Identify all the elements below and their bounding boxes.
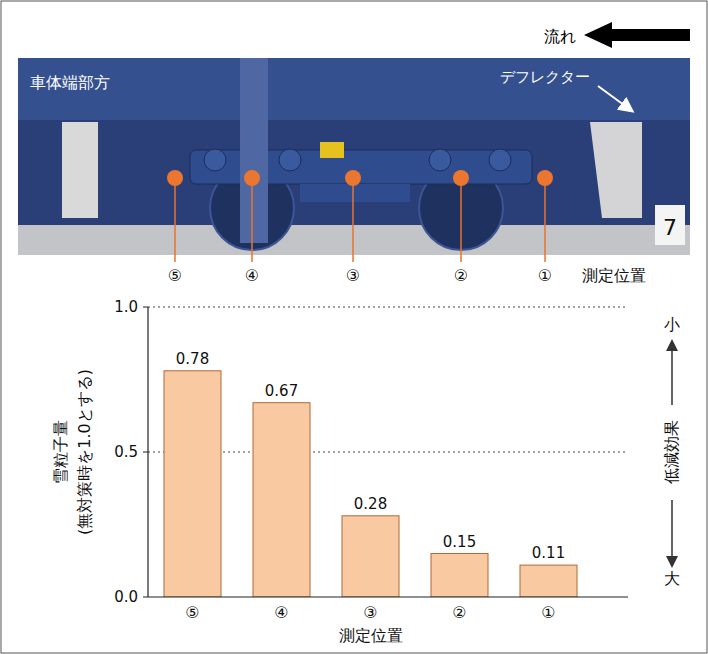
position-dot bbox=[244, 170, 260, 186]
reduction-arrow bbox=[671, 345, 673, 405]
x-title: 測定位置 bbox=[339, 626, 403, 645]
bogie-bolster bbox=[300, 184, 410, 202]
y-axis bbox=[147, 307, 148, 597]
category-label: ① bbox=[541, 603, 555, 622]
tick-label: 1.0 bbox=[114, 298, 138, 316]
bar bbox=[253, 403, 310, 597]
figure: 流れ 7 車体端部方 デフレクター ⑤ ④ ③ ② ① 測定位置 0.0 0.5 1.0 0.78 0.67… bbox=[0, 0, 708, 654]
data-label: 0.28 bbox=[354, 495, 387, 513]
deflector-arrow bbox=[598, 86, 628, 108]
position-label: ① bbox=[538, 266, 552, 285]
photo: 流れ 7 車体端部方 デフレクター ⑤ ④ ③ ② ① 測定位置 bbox=[18, 22, 690, 285]
position-dot bbox=[345, 170, 361, 186]
deflector-label: デフレクター bbox=[500, 68, 590, 86]
bar bbox=[520, 565, 577, 597]
left-block bbox=[62, 122, 98, 218]
photo-bg bbox=[18, 58, 690, 255]
frame bbox=[1, 1, 707, 653]
leader-line bbox=[544, 184, 546, 262]
spring bbox=[429, 149, 451, 171]
reduction-arrow bbox=[671, 500, 673, 562]
leader-line bbox=[251, 184, 253, 262]
tick bbox=[143, 597, 148, 598]
category-label: ③ bbox=[363, 603, 377, 622]
position-label: ⑤ bbox=[168, 266, 182, 285]
spring bbox=[204, 149, 226, 171]
positions-title: 測定位置 bbox=[582, 266, 646, 285]
flow-arrow bbox=[584, 22, 690, 48]
data-label: 0.78 bbox=[176, 350, 209, 368]
reduction-top: 小 bbox=[664, 315, 680, 334]
position-dot bbox=[537, 170, 553, 186]
leader-line bbox=[174, 184, 176, 262]
chart: 0.0 0.5 1.0 0.78 0.67 0.28 0.15 0.11 ⑤ ④ ③ ② ① 測定位置 雪粒… bbox=[51, 298, 681, 645]
tick bbox=[143, 307, 148, 308]
marker-label: 7 bbox=[663, 215, 677, 240]
category-label: ② bbox=[452, 603, 466, 622]
bar bbox=[342, 516, 399, 597]
bars bbox=[164, 371, 577, 597]
floor bbox=[18, 225, 690, 255]
tick-label: 0.5 bbox=[114, 443, 138, 461]
spring bbox=[279, 149, 301, 171]
tick-label: 0.0 bbox=[114, 588, 138, 606]
leader-line bbox=[460, 184, 462, 262]
car-body bbox=[18, 58, 690, 120]
box bbox=[320, 142, 344, 158]
y-title: (無対策時を1.0とする) bbox=[75, 369, 94, 535]
position-dot bbox=[167, 170, 183, 186]
bar bbox=[164, 371, 221, 597]
data-label: 0.15 bbox=[443, 533, 476, 551]
category-label: ④ bbox=[274, 603, 288, 622]
position-label: ② bbox=[454, 266, 468, 285]
flow-label: 流れ bbox=[544, 27, 576, 46]
data-label: 0.67 bbox=[265, 382, 298, 400]
tick bbox=[143, 452, 148, 453]
spring bbox=[489, 149, 511, 171]
bar bbox=[431, 554, 488, 598]
position-label: ④ bbox=[245, 266, 259, 285]
position-dot bbox=[453, 170, 469, 186]
plate bbox=[240, 58, 268, 243]
data-label: 0.11 bbox=[532, 544, 565, 562]
category-label: ⑤ bbox=[185, 603, 199, 622]
deflector bbox=[590, 122, 642, 218]
x-axis bbox=[148, 596, 628, 597]
leader-line bbox=[352, 184, 354, 262]
y-title: 雪粒子量 bbox=[51, 420, 70, 484]
position-label: ③ bbox=[346, 266, 360, 285]
reduction-label: 低減効果 bbox=[662, 420, 681, 484]
marker-card bbox=[655, 205, 685, 245]
reduction-bottom: 大 bbox=[664, 569, 680, 588]
car-end-label: 車体端部方 bbox=[30, 73, 110, 92]
grid-line bbox=[148, 307, 628, 308]
